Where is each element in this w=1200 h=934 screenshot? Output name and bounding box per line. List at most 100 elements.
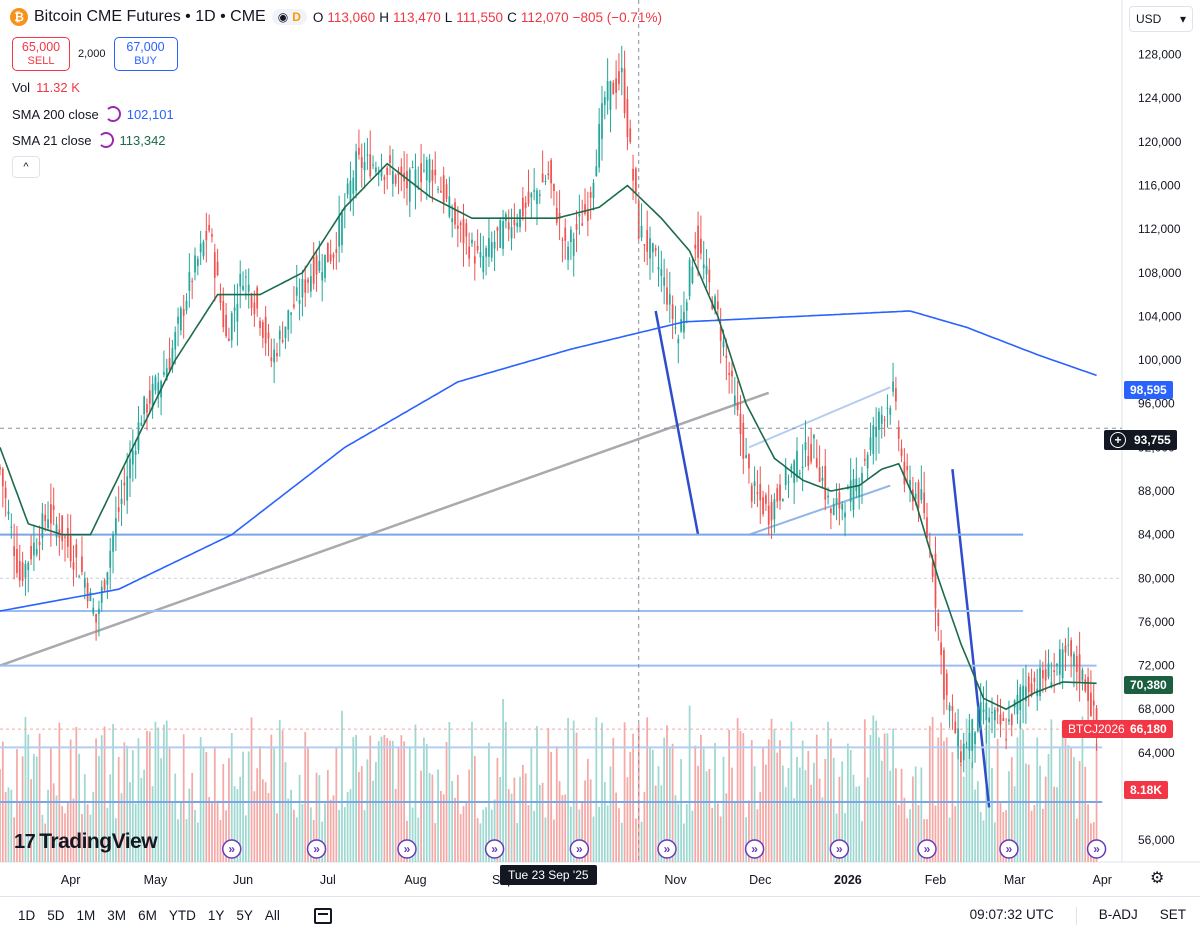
candle-body (182, 309, 185, 316)
volume-bar (324, 803, 326, 862)
volume-bar (691, 810, 694, 862)
candle-body (527, 191, 530, 204)
volume-bar (151, 786, 154, 862)
range-3m[interactable]: 3M (107, 908, 127, 923)
candle-body (1095, 708, 1098, 729)
candle-body (606, 81, 609, 101)
sma21-legend[interactable]: SMA 21 close 113,342 (12, 132, 166, 148)
candle-body (490, 242, 493, 258)
volume-bar (171, 802, 174, 862)
candle-body (363, 161, 366, 171)
sma200-legend[interactable]: SMA 200 close 102,101 (12, 106, 174, 122)
candle-body (278, 330, 281, 340)
volume-bar (261, 779, 264, 862)
range-all[interactable]: All (264, 908, 280, 923)
adjustment-toggle[interactable]: B-ADJ (1098, 906, 1138, 922)
trend-line (951, 469, 991, 808)
volume-bar (550, 751, 552, 862)
candle-body (524, 202, 527, 208)
candle-body (810, 444, 812, 462)
candle-body (538, 194, 541, 196)
candle-body (428, 159, 431, 183)
candle-body (505, 214, 507, 221)
volume-bar (541, 782, 544, 862)
volume-bar (81, 813, 83, 862)
volume-bar (547, 728, 550, 862)
candle-body (256, 287, 259, 309)
candle-body (471, 239, 473, 244)
volume-bar (482, 809, 485, 862)
x-tick-label: Feb (925, 873, 947, 887)
candle-body (473, 256, 476, 264)
volume-bar (934, 805, 937, 862)
sma200-value: 102,101 (126, 106, 174, 122)
range-1m[interactable]: 1M (76, 908, 96, 923)
candle-body (570, 229, 572, 242)
volume-bar (756, 809, 759, 862)
volume-bar (603, 782, 606, 862)
volume-bar (310, 807, 312, 862)
candle-body (750, 485, 753, 502)
volume-bar (561, 795, 564, 862)
tradingview-logo[interactable]: 17 TradingView (14, 830, 158, 854)
collapse-legend-button[interactable]: ^ (12, 156, 40, 178)
candle-body (488, 237, 490, 257)
candle-body (564, 227, 567, 241)
range-1y[interactable]: 1Y (207, 908, 225, 923)
candle-body (352, 177, 355, 194)
volume-bar (784, 787, 787, 862)
candle-body (332, 254, 335, 258)
candle-body (307, 279, 309, 283)
sma200-price-tag: 98,595 (1124, 381, 1173, 399)
candle-body (626, 99, 629, 138)
calendar-icon[interactable] (313, 907, 332, 924)
candle-body (140, 422, 143, 426)
y-tick-label: 100,000 (1138, 353, 1182, 367)
event-marker-icon (221, 839, 242, 859)
candle-body (7, 511, 10, 515)
clock-time[interactable]: 09:07:32 UTC (969, 906, 1054, 922)
volume-bar (106, 807, 109, 862)
candle-body (982, 709, 985, 713)
sell-button[interactable]: 65,000 SELL (12, 37, 70, 71)
volume-legend[interactable]: Vol 11.32 K (12, 80, 80, 95)
volume-bar (7, 787, 10, 862)
range-6m[interactable]: 6M (138, 908, 157, 923)
range-5d[interactable]: 5D (47, 908, 65, 923)
session-toggle[interactable]: SET (1159, 906, 1186, 922)
event-marker-glyph: » (1006, 842, 1013, 856)
range-1d[interactable]: 1D (18, 908, 36, 923)
candle-body (318, 260, 321, 271)
candle-body (940, 642, 942, 656)
y-tick-label: 76,000 (1138, 615, 1175, 629)
volume-bar (626, 777, 629, 862)
crosshair-price-tag[interactable]: + 93,755 (1104, 430, 1177, 450)
volume-bar (103, 726, 106, 862)
volume-bar (61, 806, 64, 862)
candle-body (202, 241, 205, 257)
symbol-title[interactable]: Bitcoin CME Futures • 1D • CME (34, 8, 266, 25)
buy-label: BUY (134, 55, 157, 67)
volume-bar (383, 734, 386, 862)
buy-button[interactable]: 67,000 BUY (113, 37, 178, 71)
range-ytd[interactable]: YTD (168, 908, 196, 923)
crosshair-price: 93,755 (1134, 433, 1171, 447)
market-status-pill[interactable]: ◉ D (271, 9, 307, 25)
candle-body (112, 533, 114, 552)
currency-select[interactable]: USD ▾ (1129, 6, 1193, 32)
volume-bar (649, 747, 651, 862)
candle-body (440, 190, 442, 193)
candle-body (654, 248, 657, 251)
candle-body (389, 155, 391, 164)
range-5y[interactable]: 5Y (236, 908, 253, 923)
candle-body (188, 272, 191, 291)
gear-icon[interactable]: ⚙ (1150, 870, 1165, 887)
candle-body (324, 254, 326, 278)
volume-bar (397, 747, 400, 862)
volume-bar (722, 756, 725, 862)
candle-body (377, 173, 380, 175)
candle-body (586, 210, 589, 221)
symbol-tag: BTCJ2026 (1062, 720, 1131, 738)
price-chart[interactable]: 56,000 64,000 68,000 72,000 76,000 80,000 84,0… (0, 0, 1200, 896)
candle-body (787, 481, 790, 483)
